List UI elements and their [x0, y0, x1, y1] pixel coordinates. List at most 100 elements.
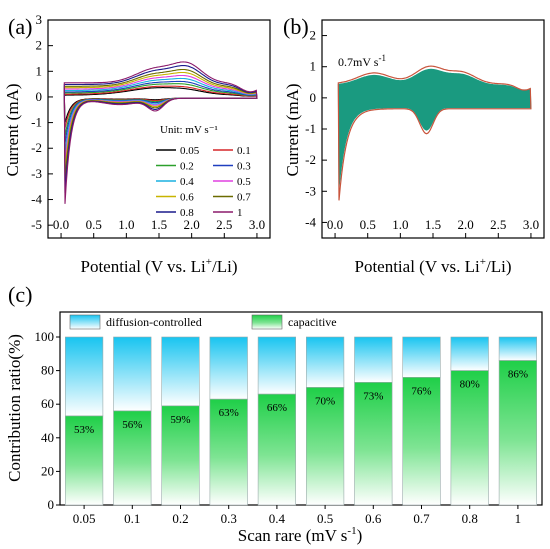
x-tick-label: 1.5 [151, 217, 167, 232]
y-tick-label: -1 [305, 121, 316, 136]
bar-diffusion-segment [354, 336, 393, 383]
y-tick-label: 2 [36, 38, 43, 53]
panel-b-x-ticks: 0.0 0.5 1.0 1.5 2.0 2.5 3.0 [327, 217, 539, 238]
panel-c-contribution-bars: (c) 53% 56% 59% 63% 66% 70% 73% 76% 80% 86% 0 20 40… [5, 282, 543, 545]
cv-curve-0-4 [63, 77, 258, 154]
legend-entry-label: 0.4 [180, 176, 194, 188]
panel-a-frame [47, 19, 271, 239]
bar-value-label: 80% [460, 379, 480, 391]
y-tick-label: -3 [305, 183, 316, 198]
bar-capacitive-segment [306, 387, 345, 506]
x-tick-label: 0.5 [360, 217, 376, 232]
panel-a-cv-curves: (a) -5 -4 -3 -2 -1 0 1 2 3 0.0 0.5 1.0 1.5 2.0 2.5 3.0… [3, 12, 271, 276]
bar-diffusion-segment [257, 336, 296, 395]
x-tick-label: 1 [515, 511, 522, 526]
panel-c-legend: diffusion-controlled capacitive [69, 314, 337, 330]
y-tick-label: 0 [48, 497, 55, 512]
x-tick-label: 1.0 [118, 217, 134, 232]
panel-c-y-label: Contribution ratio(%) [5, 334, 24, 482]
legend-entry-label: 0.6 [180, 192, 194, 204]
bar-diffusion-segment [161, 336, 200, 407]
bar-capacitive-segment [209, 398, 248, 506]
y-tick-label: 2 [310, 28, 317, 43]
bar-diffusion-segment [402, 336, 441, 378]
bar-value-label: 66% [267, 402, 287, 414]
bar-diffusion-segment [113, 336, 152, 412]
x-tick-label: 2.5 [490, 217, 506, 232]
panel-a-x-label: Potential (V vs. Li+/Li) [80, 256, 237, 276]
bar-value-label: 70% [315, 395, 335, 407]
legend-entry-label: capacitive [288, 315, 337, 329]
x-tick-label: 0.6 [365, 511, 382, 526]
legend-entry-label: 0.5 [237, 176, 251, 188]
legend-entry-label: 0.05 [180, 145, 200, 157]
y-tick-label: 20 [41, 463, 54, 478]
panel-a-x-ticks: 0.0 0.5 1.0 1.5 2.0 2.5 3.0 [53, 217, 265, 238]
legend-entry-label: 0.1 [237, 145, 251, 157]
y-tick-label: 100 [35, 329, 55, 344]
y-tick-label: 40 [41, 430, 54, 445]
legend-entry-label: 1 [237, 207, 243, 219]
legend-entry-label: 0.2 [180, 161, 194, 173]
bar-capacitive-segment [498, 360, 537, 506]
bar-capacitive-segment [450, 370, 489, 506]
panel-b-x-label: Potential (V vs. Li+/Li) [354, 256, 511, 276]
bar-capacitive-segment [65, 415, 104, 506]
panel-c-x-ticks: 0.05 0.1 0.2 0.3 0.4 0.5 0.6 0.7 0.8 1 [73, 505, 521, 526]
y-tick-label: -3 [31, 166, 42, 181]
panel-a-y-label: Current (mA) [3, 83, 22, 176]
bar-value-label: 86% [508, 369, 528, 381]
bar-diffusion-segment [498, 336, 537, 361]
x-tick-label: 2.5 [216, 217, 232, 232]
y-tick-label: 1 [310, 59, 317, 74]
x-tick-label: 0.05 [73, 511, 96, 526]
y-tick-label: 0 [36, 89, 43, 104]
bar-value-label: 63% [219, 407, 239, 419]
legend-entry-label: diffusion-controlled [106, 315, 202, 329]
x-tick-label: 3.0 [523, 217, 539, 232]
x-tick-label: 0.8 [462, 511, 478, 526]
panel-b-frame [321, 19, 545, 239]
panel-b-total-outline [337, 65, 532, 201]
y-tick-label: 80 [41, 363, 54, 378]
x-tick-label: 0.0 [53, 217, 69, 232]
bar-capacitive-segment [354, 382, 393, 506]
x-tick-label: 0.7 [413, 511, 430, 526]
panel-b-label: (b) [283, 14, 309, 39]
panel-a-y-ticks: -5 -4 -3 -2 -1 0 1 2 3 [31, 12, 53, 232]
bar-diffusion-segment [209, 336, 248, 400]
panel-b-capacitive-fill [337, 68, 532, 188]
bar-capacitive-segment [113, 410, 152, 506]
bar-capacitive-segment [402, 377, 441, 506]
y-tick-label: 0 [310, 90, 317, 105]
x-tick-label: 0.4 [269, 511, 286, 526]
x-tick-label: 0.3 [221, 511, 237, 526]
y-tick-label: -2 [305, 152, 316, 167]
panel-b-scan-rate-annotation: 0.7mV s-1 [338, 53, 386, 69]
bar-value-label: 56% [122, 419, 142, 431]
legend-entry-label: 0.7 [237, 192, 251, 204]
bar-diffusion-segment [65, 336, 104, 417]
x-tick-label: 2.0 [184, 217, 200, 232]
legend-entry-label: 0.8 [180, 207, 194, 219]
legend-swatch [251, 314, 283, 330]
y-tick-label: 3 [36, 12, 43, 27]
y-tick-label: 1 [36, 63, 43, 78]
panel-b-y-ticks: -4 -3 -2 -1 0 1 2 [305, 28, 327, 229]
x-tick-label: 0.5 [317, 511, 333, 526]
panel-b-capacitive-area: (b) -4 -3 -2 -1 0 1 2 0.0 0.5 1.0 1.5 2.0 2.5 3.0 Cu… [283, 14, 545, 276]
x-tick-label: 0.2 [172, 511, 188, 526]
x-tick-label: 3.0 [249, 217, 265, 232]
y-tick-label: -1 [31, 115, 42, 130]
bar-value-label: 53% [74, 424, 94, 436]
x-tick-label: 0.5 [86, 217, 102, 232]
x-tick-label: 0.0 [327, 217, 343, 232]
x-tick-label: 0.1 [124, 511, 140, 526]
x-tick-label: 2.0 [458, 217, 474, 232]
panel-a-curves [63, 61, 258, 204]
panel-c-frame [59, 311, 543, 506]
panel-b-y-label: Current (mA) [283, 83, 302, 176]
panel-c-x-label: Scan rare (mV s-1) [238, 525, 363, 545]
y-tick-label: -5 [31, 217, 42, 232]
legend-swatch [69, 314, 101, 330]
